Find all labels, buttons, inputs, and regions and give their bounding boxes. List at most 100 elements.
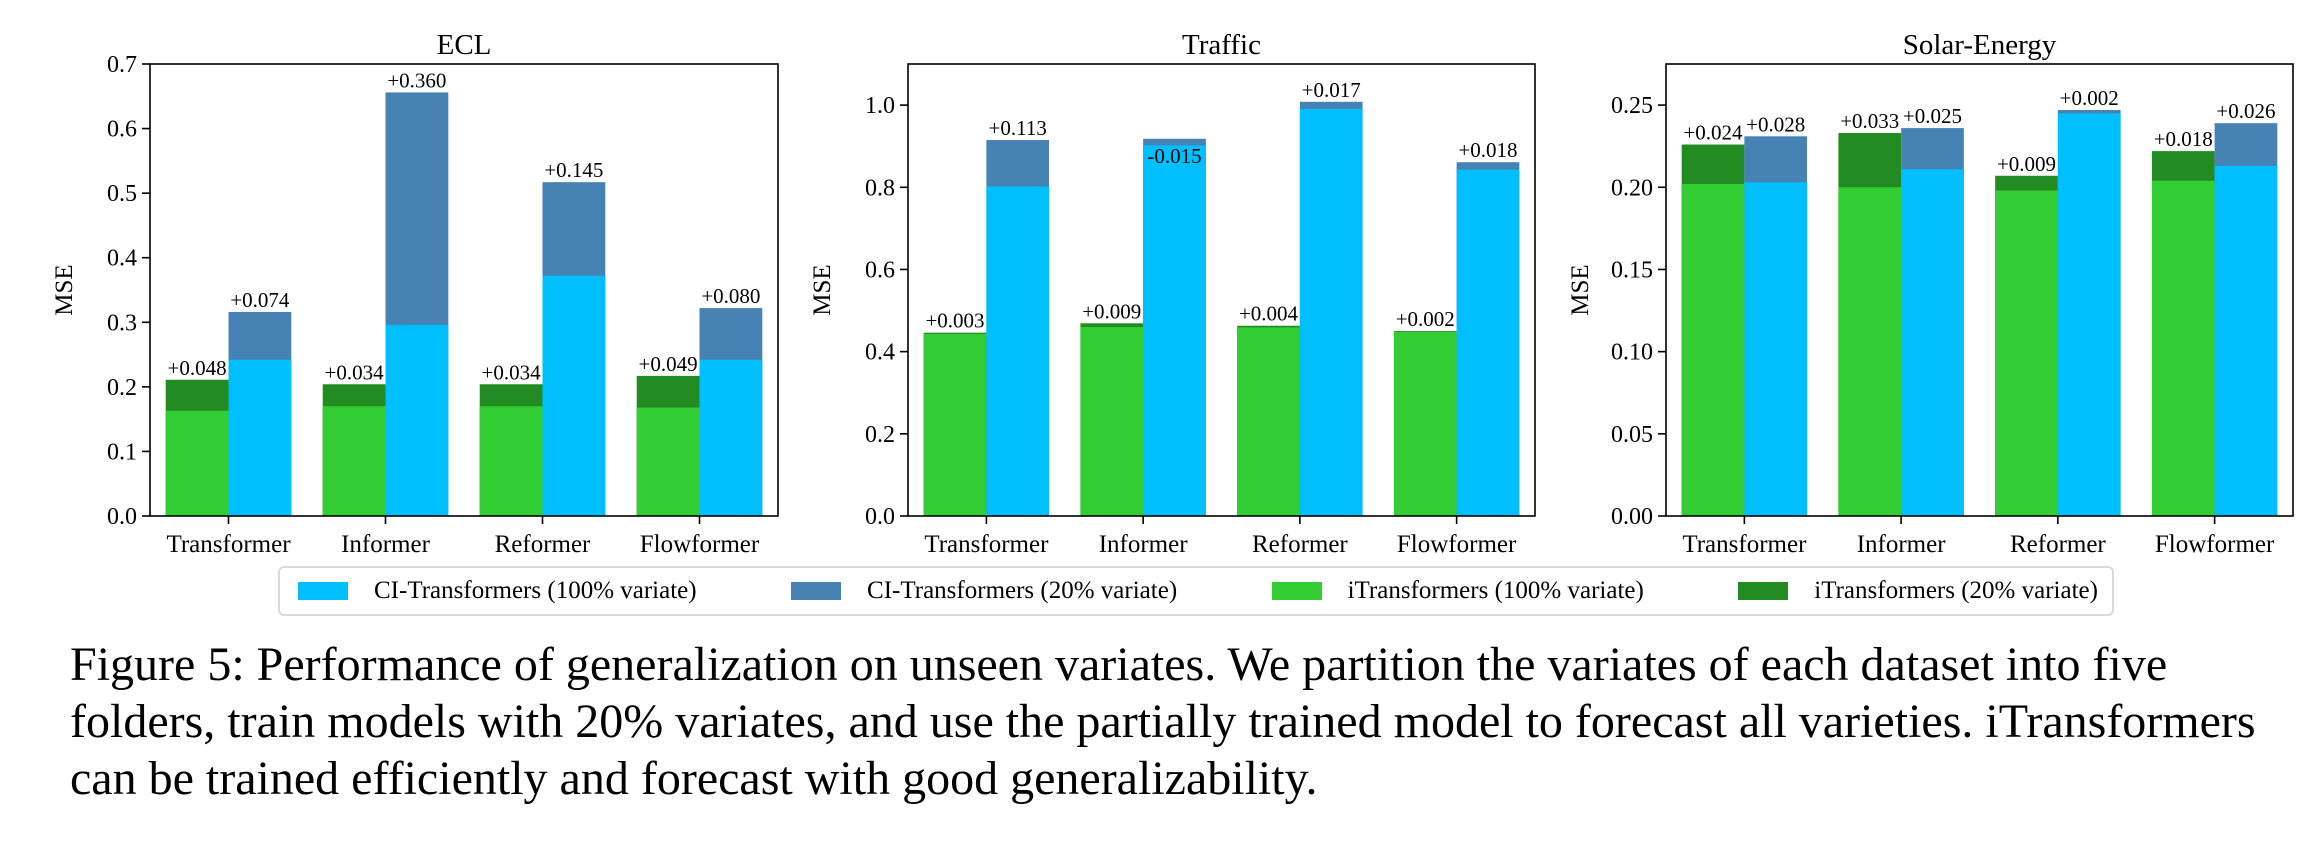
chart-traffic: Traffic MSE 0.0 0.2 0.4 0.6 0.8 1.0 +0.003 +0.113…	[809, 29, 1536, 558]
legend-swatch-ci-partial	[791, 582, 842, 600]
data-label-ci-transformer: +0.360	[387, 68, 446, 92]
legend-label: iTransformers (100% variate)	[1347, 577, 1644, 604]
bar-itransformer-100	[1393, 331, 1457, 516]
x-tick-label: Informer	[341, 531, 431, 558]
bar-itransformer-100	[1838, 187, 1902, 517]
legend-swatch-i-partial	[1738, 582, 1789, 600]
y-axis-label: MSE	[51, 264, 78, 315]
data-label-itransformer: +0.003	[925, 309, 984, 333]
x-tick-label: Transformer	[1682, 531, 1807, 558]
data-label-ci-transformer: +0.017	[1302, 78, 1361, 102]
data-label-ci-transformer: +0.113	[989, 116, 1047, 140]
bar-itransformer-100	[1681, 183, 1745, 516]
legend-item-ci-full: CI-Transformers (100% variate)	[298, 577, 697, 605]
data-label-ci-transformer: +0.018	[1458, 138, 1517, 162]
bar-itransformer-100	[923, 333, 987, 516]
data-label-itransformer: +0.009	[1082, 299, 1141, 323]
y-tick-label: 0.1	[107, 439, 137, 465]
x-tick-label: Transformer	[924, 531, 1049, 558]
y-tick-label: 0.2	[865, 422, 895, 448]
chart-title: Solar-Energy	[1903, 29, 2057, 61]
x-tick-label: Transformer	[166, 531, 291, 558]
data-label-ci-transformer: +0.028	[1746, 112, 1805, 136]
bar-itransformer-100	[322, 406, 386, 516]
chart-ecl: ECL MSE 0.0 0.1 0.2 0.3 0.4 0.5 0.6 0.7 +0.048 +0.0…	[51, 29, 779, 558]
y-tick-label: 0.05	[1611, 422, 1653, 448]
legend-item-ci-partial: CI-Transformers (20% variate)	[791, 577, 1177, 605]
data-label-itransformer: +0.018	[2154, 127, 2213, 151]
data-label-ci-transformer: +0.145	[544, 158, 603, 182]
bar-itransformer-100	[636, 407, 700, 516]
legend-item-i-partial: iTransformers (20% variate)	[1738, 577, 2098, 605]
y-tick-label: 0.15	[1611, 257, 1653, 283]
legend-label: iTransformers (20% variate)	[1814, 577, 2098, 604]
data-label-itransformer: +0.033	[1840, 109, 1899, 133]
legend-swatch-i-full	[1271, 582, 1322, 600]
y-tick-label: 0.8	[865, 175, 895, 201]
figure-caption: Figure 5: Performance of generalization …	[70, 638, 2256, 805]
y-tick-label: 1.0	[865, 93, 895, 119]
bar-ci-transformer-100	[699, 359, 763, 516]
x-tick-label: Reformer	[2010, 531, 2106, 558]
bar-itransformer-100	[165, 410, 229, 516]
data-label-itransformer: +0.004	[1239, 302, 1299, 326]
bar-ci-transformer-100	[542, 275, 606, 516]
data-label-ci-transformer: +0.080	[701, 284, 760, 308]
bar-itransformer-100	[479, 406, 543, 516]
data-label-ci-transformer: -0.015	[1147, 144, 1201, 168]
x-tick-label: Informer	[1857, 531, 1947, 558]
bar-itransformer-100	[1995, 190, 2058, 516]
legend-label: CI-Transformers (20% variate)	[867, 577, 1178, 604]
legend-label: CI-Transformers (100% variate)	[374, 577, 697, 604]
data-label-itransformer: +0.049	[639, 352, 698, 376]
bar-ci-transformer-100	[2057, 113, 2121, 517]
data-label-itransformer: +0.009	[1997, 152, 2056, 176]
y-tick-label: 0.20	[1611, 175, 1653, 201]
data-label-itransformer: +0.048	[168, 356, 227, 380]
chart-title: ECL	[437, 29, 492, 61]
y-tick-label: 0.10	[1611, 340, 1653, 366]
bar-ci-transformer-100	[1456, 169, 1520, 516]
bar-ci-transformer-100	[1901, 169, 1964, 516]
y-tick-label: 0.7	[107, 52, 137, 78]
data-label-itransformer: +0.034	[325, 360, 385, 384]
data-label-ci-transformer: +0.025	[1903, 104, 1962, 128]
y-tick-label: 0.6	[107, 117, 137, 143]
data-label-ci-transformer: +0.026	[2216, 99, 2275, 123]
bar-itransformer-100	[1080, 326, 1144, 516]
x-tick-label: Informer	[1099, 531, 1189, 558]
x-tick-label: Flowformer	[2155, 531, 2275, 558]
bar-ci-transformer-100	[1744, 182, 1808, 517]
bar-ci-transformer-100	[2214, 165, 2278, 516]
y-tick-label: 0.4	[865, 340, 895, 366]
y-tick-label: 0.2	[107, 375, 137, 401]
y-tick-label: 0.3	[107, 310, 137, 336]
x-tick-label: Reformer	[495, 531, 591, 558]
y-axis-label: MSE	[1567, 264, 1594, 315]
y-tick-label: 0.00	[1611, 504, 1653, 530]
x-tick-label: Reformer	[1252, 531, 1348, 558]
legend-item-i-full: iTransformers (100% variate)	[1271, 577, 1644, 605]
y-tick-label: 0.4	[107, 246, 137, 272]
data-label-itransformer: +0.034	[482, 360, 542, 384]
x-tick-label: Flowformer	[640, 531, 760, 558]
bar-ci-transformer-100	[1299, 108, 1363, 516]
y-tick-label: 0.0	[865, 504, 895, 530]
y-tick-label: 0.6	[865, 257, 895, 283]
plot-frame	[907, 63, 1536, 517]
chart-title: Traffic	[1182, 29, 1261, 61]
y-tick-label: 0.5	[107, 181, 137, 207]
data-label-itransformer: +0.024	[1683, 121, 1743, 145]
y-axis-label: MSE	[809, 264, 836, 315]
data-label-itransformer: +0.002	[1396, 307, 1455, 331]
bar-itransformer-100	[1237, 327, 1300, 516]
bar-ci-transformer-100	[385, 324, 449, 516]
data-label-ci-transformer: +0.002	[2060, 86, 2119, 110]
bar-ci-transformer-100	[986, 186, 1050, 516]
y-tick-label: 0.0	[107, 504, 137, 530]
figure-charts: ECL MSE 0.0 0.1 0.2 0.3 0.4 0.5 0.6 0.7 +0.048 +0.0…	[51, 29, 2294, 558]
plot-frame	[149, 63, 779, 517]
x-tick-label: Flowformer	[1397, 531, 1517, 558]
legend-swatch-ci-full	[298, 582, 348, 600]
chart-legend: CI-Transformers (100% variate) CI-Transf…	[278, 566, 2114, 616]
